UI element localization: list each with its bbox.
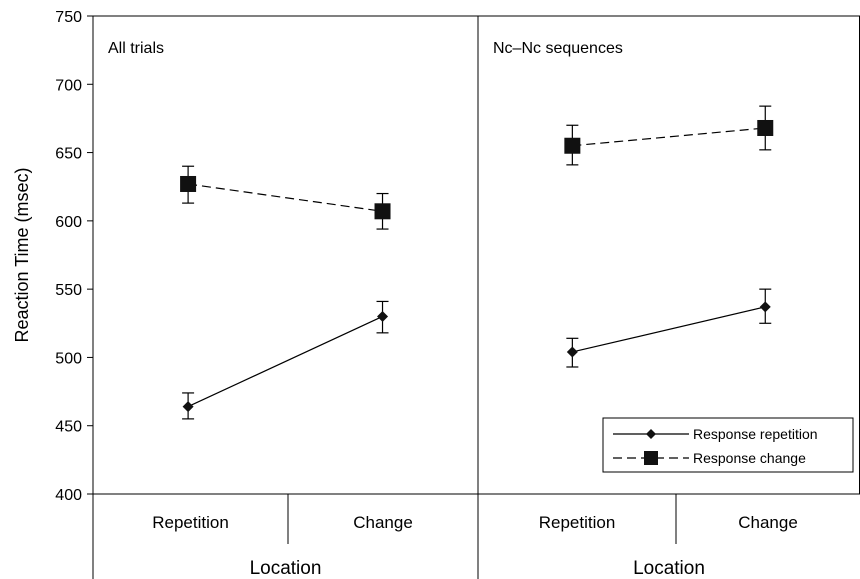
- data-point-square: [757, 119, 774, 136]
- legend-label: Response repetition: [693, 426, 818, 442]
- data-point-square: [564, 137, 581, 154]
- legend-marker-square: [644, 451, 658, 465]
- data-point-diamond: [566, 346, 578, 358]
- series-line: [188, 183, 383, 212]
- panel-title: Nc–Nc sequences: [493, 40, 623, 57]
- legend-label: Response change: [693, 450, 806, 466]
- legend: Response repetition Response change: [602, 417, 854, 473]
- y-tick-label: 750: [55, 9, 82, 26]
- y-tick-label: 700: [55, 77, 82, 94]
- x-axis-title: Location: [633, 558, 705, 579]
- y-tick-label: 550: [55, 282, 82, 299]
- data-point-diamond: [377, 310, 389, 322]
- data-point-square: [374, 203, 391, 220]
- y-tick-label: 600: [55, 214, 82, 231]
- x-category-label: Change: [738, 513, 798, 532]
- legend-marker-diamond: [646, 429, 656, 439]
- y-tick-label: 400: [55, 487, 82, 504]
- x-category-label: Repetition: [152, 513, 229, 532]
- series-line: [572, 306, 766, 353]
- y-tick-label: 650: [55, 146, 82, 163]
- data-point-diamond: [182, 401, 194, 413]
- data-point-diamond: [759, 301, 771, 313]
- plot-data: [180, 105, 774, 420]
- axes: 400 450 500 550 600 650 700 750 Reaction Time (m…: [12, 9, 860, 579]
- y-tick-label: 500: [55, 350, 82, 367]
- series-line: [187, 315, 383, 408]
- data-point-square: [180, 175, 197, 192]
- x-axis-title: Location: [250, 558, 322, 579]
- x-category-label: Change: [353, 513, 413, 532]
- panel-title: All trials: [108, 40, 164, 57]
- x-category-label: Repetition: [539, 513, 616, 532]
- y-tick-label: 450: [55, 419, 82, 436]
- series-line: [572, 127, 766, 147]
- y-axis-title: Reaction Time (msec): [12, 167, 32, 342]
